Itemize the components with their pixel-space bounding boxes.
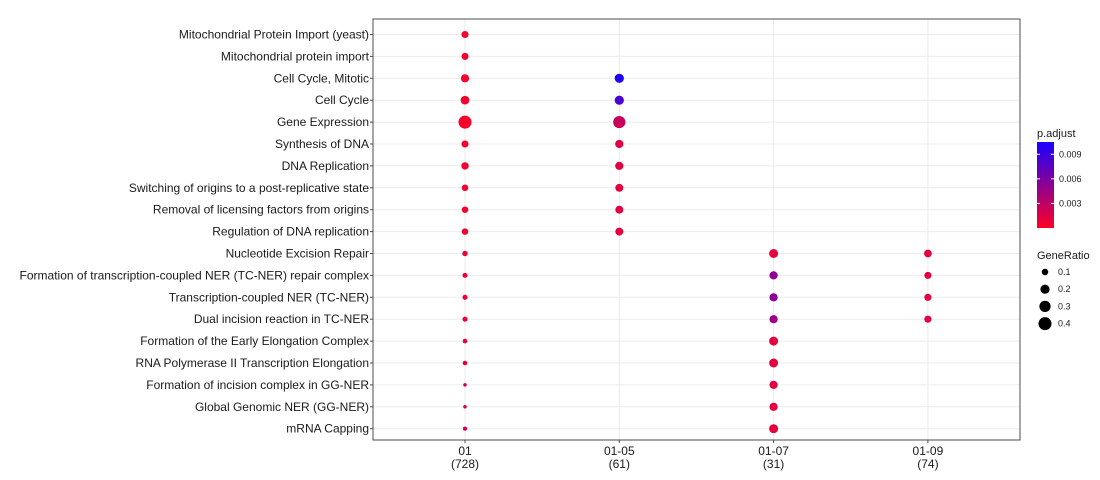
y-tick-label: Regulation of DNA replication	[212, 225, 369, 239]
dot-01-05-switching-of-origins-to-a-post-replicative-state	[615, 183, 624, 192]
plot-panel	[373, 19, 1020, 440]
y-tick-label: Cell Cycle, Mitotic	[274, 71, 369, 85]
color-legend-tick-label: 0.009	[1059, 149, 1082, 159]
dot-01-09-nucleotide-excision-repair	[924, 249, 932, 258]
y-tick-label: Nucleotide Excision Repair	[226, 247, 369, 261]
x-tick-count-label: (74)	[917, 457, 938, 471]
dot-01-07-formation-of-incision-complex-in-gg-ner	[769, 380, 778, 390]
color-legend: p.adjust 0.003 0.006 0.009	[1037, 128, 1082, 228]
color-legend-tick-label: 0.003	[1059, 198, 1082, 208]
size-legend-key	[1040, 284, 1050, 294]
dot-01-synthesis-of-dna	[461, 140, 469, 148]
x-tick-count-label: (728)	[451, 457, 479, 471]
size-legend-title: GeneRatio	[1037, 250, 1090, 262]
dot-01-09-dual-incision-reaction-in-tc-ner	[924, 315, 932, 323]
x-tick-label: 01-05	[604, 444, 635, 458]
dot-01-removal-of-licensing-factors-from-origins	[461, 206, 469, 213]
dot-01-formation-of-transcription-coupled-ner-tc-ner-repair-complex	[462, 272, 468, 278]
dot-01-07-global-genomic-ner-gg-ner	[769, 402, 778, 411]
dot-01-09-transcription-coupled-ner-tc-ner	[924, 293, 932, 301]
y-tick-label: Formation of incision complex in GG-NER	[146, 378, 369, 392]
y-tick-label: Formation of the Early Elongation Comple…	[140, 334, 369, 348]
color-legend-tick-label: 0.006	[1059, 174, 1082, 184]
y-tick-label: Mitochondrial protein import	[221, 49, 370, 63]
dot-01-regulation-of-dna-replication	[461, 228, 469, 235]
x-tick-label: 01-07	[758, 444, 789, 458]
dot-01-05-gene-expression	[613, 116, 626, 129]
dot-01-05-removal-of-licensing-factors-from-origins	[615, 205, 624, 214]
dot-01-07-formation-of-the-early-elongation-complex	[769, 336, 779, 346]
dot-01-07-mrna-capping	[769, 424, 779, 434]
x-tick-label: 01-09	[913, 444, 944, 458]
color-legend-bar	[1037, 142, 1054, 228]
y-axis: Mitochondrial Protein Import (yeast) Mito…	[20, 28, 373, 436]
y-tick-label: Gene Expression	[277, 115, 369, 129]
dot-01-cell-cycle-mitotic	[460, 74, 470, 83]
y-tick-label: DNA Replication	[282, 159, 369, 173]
y-tick-label: Cell Cycle	[315, 93, 369, 107]
size-legend-label: 0.1	[1058, 267, 1071, 277]
dot-01-rna-polymerase-ii-transcription-elongation	[462, 360, 468, 366]
dot-01-gene-expression	[458, 115, 472, 129]
y-tick-label: Mitochondrial Protein Import (yeast)	[179, 28, 369, 42]
y-tick-label: Removal of licensing factors from origin…	[153, 203, 369, 217]
data-points	[458, 30, 932, 434]
dot-01-mitochondrial-protein-import-yeast	[461, 30, 469, 39]
dot-01-dna-replication	[461, 162, 469, 170]
y-tick-label: Transcription-coupled NER (TC-NER)	[169, 290, 369, 304]
dot-01-07-nucleotide-excision-repair	[769, 249, 779, 258]
dot-01-09-formation-of-transcription-coupled-ner-tc-ner-repair-complex	[924, 271, 932, 279]
y-tick-label: RNA Polymerase II Transcription Elongati…	[136, 356, 369, 370]
dot-01-07-rna-polymerase-ii-transcription-elongation	[769, 358, 779, 368]
size-legend-key	[1041, 268, 1049, 276]
size-legend-key	[1038, 317, 1052, 331]
y-tick-label: Formation of transcription-coupled NER (…	[20, 268, 369, 282]
dot-01-05-synthesis-of-dna	[615, 139, 624, 149]
x-tick-count-label: (61)	[609, 457, 630, 471]
dot-01-05-regulation-of-dna-replication	[615, 227, 624, 236]
y-tick-label: mRNA Capping	[286, 422, 369, 436]
dot-01-switching-of-origins-to-a-post-replicative-state	[461, 184, 469, 192]
x-tick-count-label: (31)	[763, 457, 784, 471]
size-legend-key	[1039, 300, 1051, 313]
y-tick-label: Synthesis of DNA	[275, 137, 369, 151]
dot-01-mitochondrial-protein-import	[461, 52, 469, 60]
dot-01-07-dual-incision-reaction-in-tc-ner	[769, 315, 778, 324]
plot-border	[372, 18, 1021, 441]
dot-01-07-transcription-coupled-ner-tc-ner	[769, 293, 778, 302]
x-tick-label: 01	[458, 444, 472, 458]
dot-01-formation-of-the-early-elongation-complex	[462, 338, 468, 344]
y-tick-label: Global Genomic NER (GG-NER)	[195, 400, 369, 414]
dot-01-formation-of-incision-complex-in-gg-ner	[463, 383, 467, 387]
dot-01-nucleotide-excision-repair	[462, 250, 468, 257]
dot-01-global-genomic-ner-gg-ner	[463, 405, 467, 409]
size-legend-label: 0.2	[1058, 284, 1071, 294]
y-tick-label: Switching of origins to a post-replicati…	[129, 181, 369, 195]
size-legend: GeneRatio 0.1 0.2 0.3 0.4	[1037, 250, 1090, 331]
dot-01-mrna-capping	[462, 426, 468, 431]
dot-01-dual-incision-reaction-in-tc-ner	[462, 316, 468, 322]
grid-lines	[373, 19, 1020, 440]
size-legend-label: 0.4	[1058, 319, 1071, 329]
dot-01-05-dna-replication	[615, 161, 624, 171]
dot-01-05-cell-cycle	[614, 95, 624, 105]
x-axis: 01(728) 01-05(61) 01-07(31) 01-09(74)	[451, 440, 944, 471]
dot-01-cell-cycle	[460, 95, 470, 105]
dot-01-07-formation-of-transcription-coupled-ner-tc-ner-repair-complex	[769, 271, 778, 280]
dot-01-05-cell-cycle-mitotic	[614, 73, 624, 83]
color-legend-title: p.adjust	[1037, 128, 1076, 140]
dot-01-transcription-coupled-ner-tc-ner	[462, 294, 468, 300]
y-tick-label: Dual incision reaction in TC-NER	[194, 312, 370, 326]
size-legend-label: 0.3	[1058, 301, 1071, 311]
